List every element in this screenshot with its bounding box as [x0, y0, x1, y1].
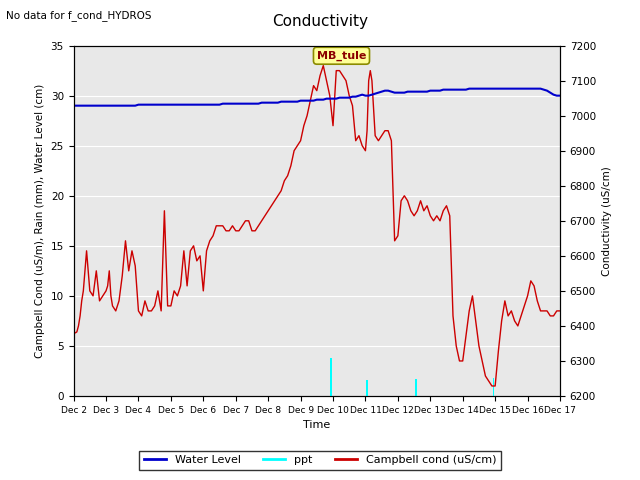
Bar	[493, 378, 495, 396]
Y-axis label: Conductivity (uS/cm): Conductivity (uS/cm)	[602, 166, 612, 276]
Bar	[415, 379, 417, 396]
Text: No data for f_cond_HYDROS: No data for f_cond_HYDROS	[6, 10, 152, 21]
Text: MB_tule: MB_tule	[317, 50, 366, 61]
Bar	[330, 358, 332, 396]
Bar	[366, 380, 368, 396]
Y-axis label: Campbell Cond (uS/m), Rain (mm), Water Level (cm): Campbell Cond (uS/m), Rain (mm), Water L…	[35, 84, 45, 358]
Legend: Water Level, ppt, Campbell cond (uS/cm): Water Level, ppt, Campbell cond (uS/cm)	[140, 451, 500, 469]
Text: Conductivity: Conductivity	[272, 14, 368, 29]
X-axis label: Time: Time	[303, 420, 330, 430]
